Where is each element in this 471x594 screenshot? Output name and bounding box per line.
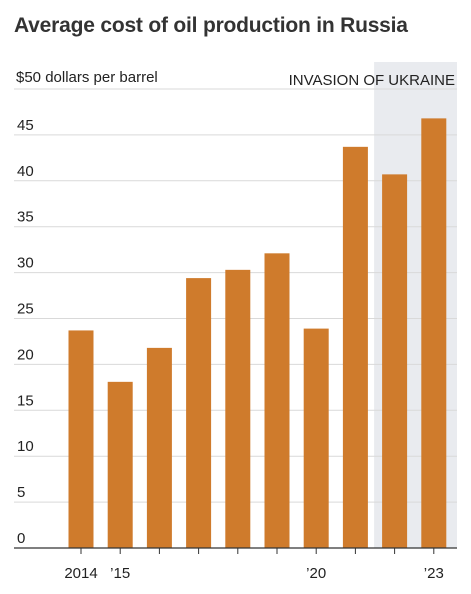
bar-2018 <box>225 269 251 548</box>
bars <box>68 118 447 549</box>
bar-2015 <box>107 381 133 548</box>
bar-2014 <box>68 330 94 548</box>
bar-2017 <box>186 278 212 548</box>
x-tick-label: 2014 <box>64 565 97 582</box>
bar-2023 <box>421 118 447 548</box>
bar-2016 <box>146 347 172 548</box>
y-axis-label: $50 dollars per barrel <box>16 69 158 86</box>
bar-2021 <box>342 146 368 549</box>
x-tick-label: ’23 <box>424 565 444 582</box>
y-tick-label: 15 <box>17 392 34 409</box>
bar-2019 <box>264 253 290 548</box>
x-ticks: 2014 ’15 ’20 ’23 <box>64 548 444 582</box>
bar-2022 <box>382 174 408 548</box>
bar-2020 <box>303 328 329 548</box>
invasion-annotation: INVASION OF UKRAINE <box>289 72 455 89</box>
y-tick-labels: 0 5 10 15 20 25 30 35 40 45 <box>17 117 34 547</box>
y-tick-label: 30 <box>17 255 34 272</box>
y-tick-label: 35 <box>17 209 34 226</box>
x-tick-label: ’15 <box>110 565 130 582</box>
y-tick-label: 40 <box>17 163 34 180</box>
chart-title: Average cost of oil production in Russia <box>14 14 408 37</box>
y-tick-label: 0 <box>17 530 25 547</box>
y-tick-label: 25 <box>17 301 34 318</box>
x-tick-label: ’20 <box>306 565 326 582</box>
y-tick-label: 20 <box>17 346 34 363</box>
y-tick-label: 5 <box>17 484 25 501</box>
y-tick-label: 45 <box>17 117 34 134</box>
y-tick-label: 10 <box>17 438 34 455</box>
